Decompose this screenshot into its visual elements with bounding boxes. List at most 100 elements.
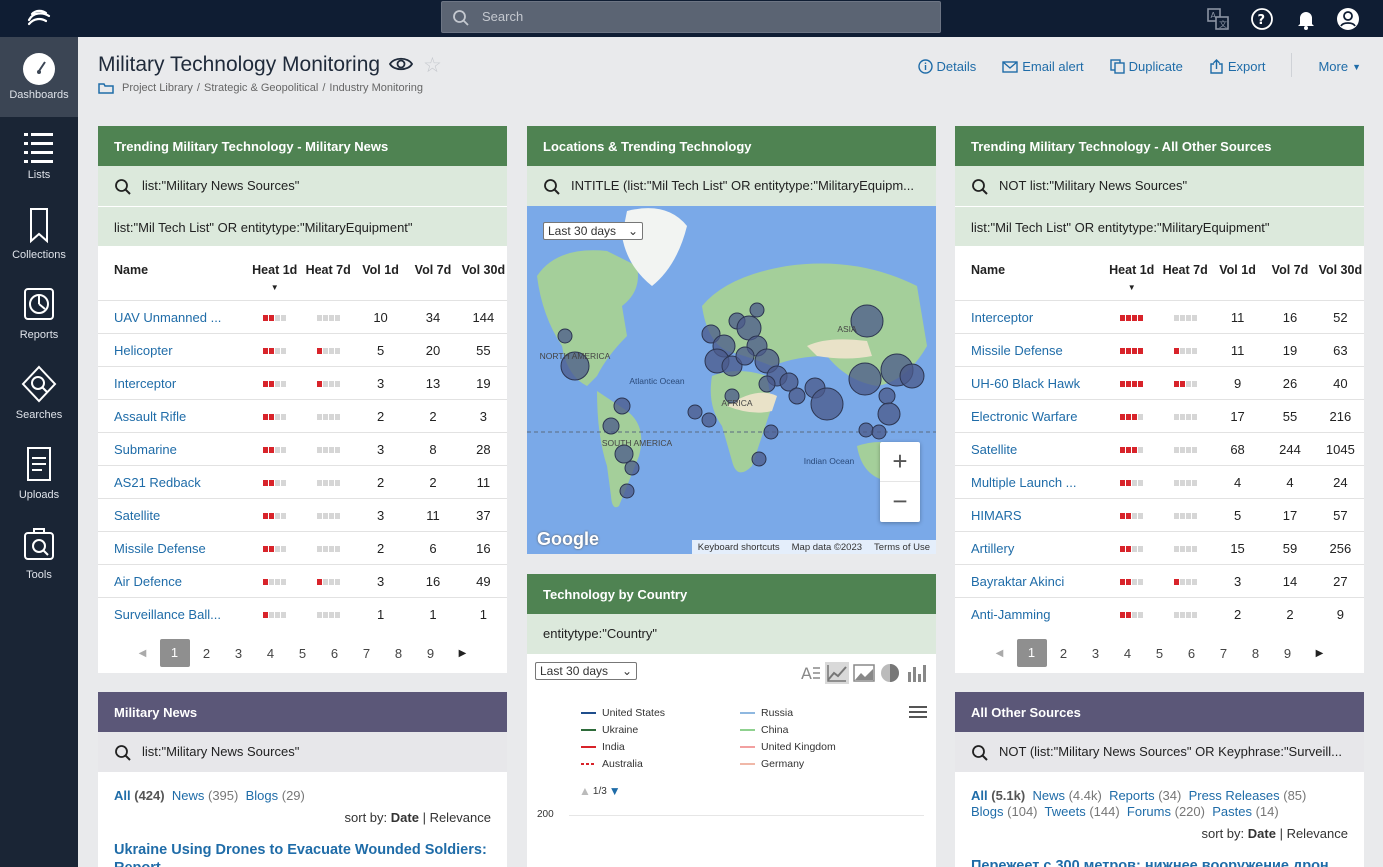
legend-item[interactable]: United Kingdom [740,741,836,753]
source-tab[interactable]: Tweets [1044,804,1086,819]
legend-item[interactable]: Australia [581,758,643,770]
source-tab[interactable]: Press Releases [1188,788,1280,803]
page-number[interactable]: 4 [266,645,275,661]
zoom-out-button[interactable]: − [892,486,908,516]
page-number[interactable]: 7 [362,645,371,661]
legend-item[interactable]: Russia [740,707,793,719]
technology-link[interactable]: UH-60 Black Hawk [971,375,1081,391]
technology-link[interactable]: Anti-Jamming [971,606,1051,622]
watch-eye-icon[interactable] [389,56,413,72]
page-number[interactable]: 6 [1187,645,1196,661]
column-header-vol1d[interactable]: Vol 1d [362,263,399,277]
news-headline-link[interactable]: Пережеет с 300 метров: нижнее вооружение… [971,858,1341,867]
column-header-heat7d[interactable]: Heat 7d [1162,263,1208,277]
breadcrumb-item[interactable]: Industry Monitoring [329,82,423,94]
sidebar-item-uploads[interactable]: Uploads [0,437,78,517]
more-dropdown[interactable]: More ▼ [1318,56,1361,77]
column-header-name[interactable]: Name [971,263,1006,277]
page-number[interactable]: 2 [1059,645,1068,661]
source-tab[interactable]: Reports [1109,788,1155,803]
technology-link[interactable]: Satellite [971,441,1018,457]
search-bar[interactable] [441,1,941,33]
technology-link[interactable]: Missile Defense [971,342,1063,358]
breadcrumb-item[interactable]: Strategic & Geopolitical [203,82,319,94]
technology-link[interactable]: Air Defence [114,573,182,589]
technology-link[interactable]: Electronic Warfare [971,408,1078,424]
details-button[interactable]: Details [917,56,976,77]
page-number[interactable]: 7 [1219,645,1228,661]
page-number[interactable]: 5 [298,645,307,661]
page-number[interactable]: 2 [202,645,211,661]
source-tab[interactable]: News [1032,788,1065,803]
technology-link[interactable]: Assault Rifle [114,408,187,424]
column-header-heat1d[interactable]: Heat 1d ▼ [1105,246,1158,301]
column-header-heat7d[interactable]: Heat 7d [305,263,351,277]
page-number[interactable]: 9 [1283,645,1292,661]
map-date-range-select[interactable]: Last 30 days ⌄ [543,222,643,240]
source-tab[interactable]: All [971,788,988,803]
column-header-vol30d[interactable]: Vol 30d [1318,263,1363,277]
technology-link[interactable]: Satellite [114,507,161,523]
technology-link[interactable]: Bayraktar Akinci [971,573,1065,589]
export-button[interactable]: Export [1209,56,1265,77]
technology-link[interactable]: Interceptor [114,375,177,391]
next-page-icon[interactable]: ▶ [1315,647,1324,659]
technology-link[interactable]: Artillery [971,540,1015,556]
terms-link[interactable]: Terms of Use [874,541,930,553]
chart-menu-icon[interactable] [909,705,927,719]
sidebar-item-dashboards[interactable]: Dashboards [0,37,78,117]
page-number[interactable]: 9 [426,645,435,661]
translate-icon[interactable]: A文 [1206,7,1230,31]
sort-date-option[interactable]: Date [390,810,419,825]
page-number[interactable]: 5 [1155,645,1164,661]
legend-item[interactable]: Ukraine [581,724,638,736]
technology-link[interactable]: Multiple Launch ... [971,474,1077,490]
line-chart-icon[interactable] [825,662,849,684]
column-header-vol1d[interactable]: Vol 1d [1219,263,1256,277]
help-icon[interactable]: ? [1250,7,1274,31]
page-number[interactable]: 3 [234,645,243,661]
column-header-name[interactable]: Name [114,263,149,277]
technology-link[interactable]: UAV Unmanned ... [114,309,222,325]
prev-page-icon[interactable]: ◀ [138,647,147,659]
keyboard-shortcuts-link[interactable]: Keyboard shortcuts [697,541,780,553]
legend-item[interactable]: Germany [740,758,804,770]
legend-item[interactable]: United States [581,707,665,719]
page-number[interactable]: 8 [1251,645,1260,661]
page-number[interactable]: 3 [1091,645,1100,661]
source-tab[interactable]: Pastes [1212,804,1252,819]
country-date-range-select[interactable]: Last 30 days ⌄ [535,662,637,680]
technology-link[interactable]: Interceptor [971,309,1034,325]
search-input[interactable] [482,9,922,24]
page-number[interactable]: 1 [1016,639,1047,667]
text-chart-icon[interactable]: A [799,662,821,684]
page-number[interactable]: 1 [159,639,190,667]
column-header-vol7d[interactable]: Vol 7d [1271,263,1309,277]
legend-next-icon[interactable]: ▼ [608,784,621,798]
bar-chart-icon[interactable] [905,662,927,684]
notifications-bell-icon[interactable] [1294,7,1318,31]
email-alert-button[interactable]: Email alert [1002,56,1084,77]
technology-link[interactable]: Surveillance Ball... [114,606,221,622]
sidebar-item-lists[interactable]: Lists [0,117,78,197]
source-tab[interactable]: News [171,788,205,803]
page-number[interactable]: 8 [394,645,403,661]
technology-link[interactable]: Submarine [114,441,177,457]
area-chart-icon[interactable] [853,662,875,684]
world-map[interactable]: NORTH AMERICA SOUTH AMERICA AFRICA ASIA … [527,206,936,554]
technology-link[interactable]: AS21 Redback [114,474,201,490]
legend-prev-icon[interactable]: ▲ [579,784,591,798]
column-header-heat1d[interactable]: Heat 1d ▼ [248,246,301,301]
sidebar-item-collections[interactable]: Collections [0,197,78,277]
user-avatar-icon[interactable] [1336,7,1360,31]
pie-chart-icon[interactable] [879,662,901,684]
column-header-vol30d[interactable]: Vol 30d [461,263,506,277]
duplicate-button[interactable]: Duplicate [1109,56,1183,77]
sort-relevance-option[interactable]: Relevance [1286,826,1348,841]
source-tab[interactable]: Blogs [245,788,279,803]
sort-relevance-option[interactable]: Relevance [429,810,491,825]
legend-item[interactable]: India [581,741,625,753]
zoom-in-button[interactable]: + [880,442,920,482]
sort-date-option[interactable]: Date [1247,826,1276,841]
app-logo-icon[interactable] [26,6,52,30]
